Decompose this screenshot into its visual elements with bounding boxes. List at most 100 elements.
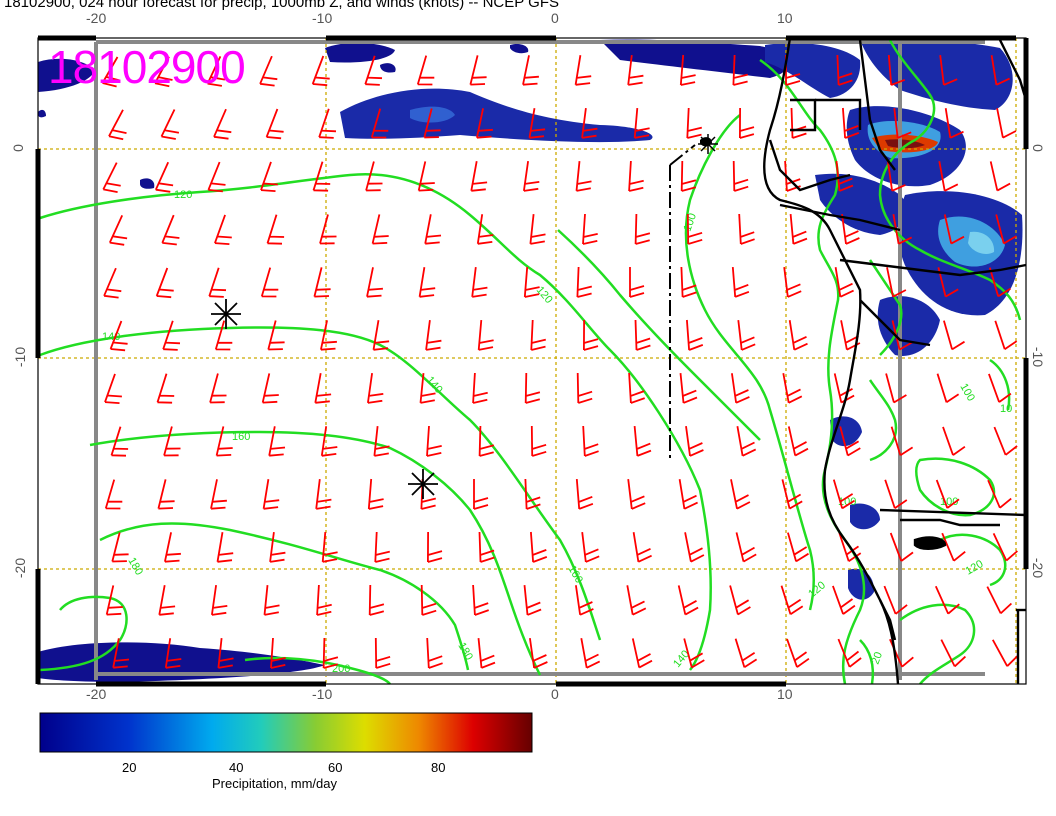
wind-barb <box>270 637 286 669</box>
height-contours <box>39 39 1022 685</box>
left-lat-label: -10 <box>12 346 29 368</box>
svg-text:100: 100 <box>682 212 700 233</box>
wind-barb <box>425 319 442 351</box>
colorbar-tick: 40 <box>229 760 244 775</box>
wind-barb <box>311 55 330 87</box>
colorbar-tick: 20 <box>122 760 137 775</box>
wind-barb <box>780 585 804 616</box>
wind-barb <box>680 266 697 298</box>
wind-barb <box>268 426 286 457</box>
wind-barb <box>214 214 232 245</box>
wind-barb <box>477 320 494 351</box>
top-lon-label: -10 <box>312 10 333 26</box>
wind-barb <box>523 585 542 616</box>
wind-barb <box>522 55 539 86</box>
svg-text:20: 20 <box>870 650 885 666</box>
wind-barb <box>320 426 338 457</box>
wind-barb <box>528 108 546 139</box>
wind-barb <box>988 373 1012 403</box>
wind-barb <box>213 108 232 140</box>
wind-barb <box>156 373 175 404</box>
wind-barb <box>686 107 703 139</box>
wind-barb <box>841 213 860 245</box>
wind-barb <box>530 531 548 563</box>
wind-barb <box>736 426 757 457</box>
wind-barb <box>374 637 391 669</box>
wind-barb <box>524 372 541 404</box>
wind-barb <box>265 108 284 140</box>
wind-barb <box>105 585 123 616</box>
wind-barb <box>318 108 337 139</box>
bottom-lon-label: 10 <box>777 686 793 702</box>
wind-barb <box>260 161 278 192</box>
wind-barb <box>373 426 390 457</box>
wind-barb <box>628 160 644 192</box>
wind-barb <box>575 479 594 510</box>
wind-barb <box>315 478 332 510</box>
wind-barb <box>942 426 966 456</box>
wind-barb <box>109 320 128 352</box>
wind-barb <box>685 425 704 457</box>
wind-barb <box>938 161 959 192</box>
wind-barb <box>154 56 173 88</box>
wind-barb <box>633 108 650 139</box>
wind-barb <box>470 161 488 192</box>
wind-barb <box>158 585 176 616</box>
svg-text:160: 160 <box>232 431 250 443</box>
wind-barb <box>934 585 960 615</box>
wind-barb <box>320 320 337 351</box>
wind-barb <box>478 425 495 457</box>
wind-barb <box>261 373 279 404</box>
wind-barb <box>530 319 547 351</box>
colorbar-title: Precipitation, mm/day <box>212 776 337 791</box>
wind-barb <box>313 267 331 298</box>
center-marker-small <box>698 134 718 154</box>
wind-barb <box>576 372 593 404</box>
top-lon-label: 10 <box>777 10 793 26</box>
wind-barb <box>887 54 906 86</box>
wind-barb <box>943 214 965 245</box>
wind-barb <box>209 373 227 404</box>
wind-barb <box>529 637 548 669</box>
colorbar <box>39 712 533 753</box>
colorbar-tick: 80 <box>431 760 446 775</box>
wind-barb <box>737 319 756 351</box>
wind-barb <box>839 426 861 457</box>
wind-barb <box>832 585 856 615</box>
wind-barb <box>104 479 123 510</box>
wind-barb <box>836 54 853 86</box>
wind-barb <box>424 214 442 245</box>
wind-barb <box>321 532 338 563</box>
wind-barb <box>104 373 122 404</box>
wind-barb <box>477 638 496 669</box>
wind-barb <box>739 107 755 139</box>
wind-barb <box>529 214 546 245</box>
wind-barb <box>680 160 697 192</box>
wind-barb <box>108 215 128 246</box>
wind-barb <box>575 161 592 192</box>
wind-barb <box>372 320 390 351</box>
svg-text:100: 100 <box>838 496 856 508</box>
wind-barb <box>101 56 121 88</box>
wind-barb <box>471 266 488 298</box>
wind-barb <box>207 161 226 193</box>
wind-barb <box>364 55 383 86</box>
wind-barb <box>366 267 383 298</box>
right-lat-label: -10 <box>1030 346 1047 368</box>
wind-barb <box>730 479 751 510</box>
wind-barb <box>627 54 644 86</box>
wind-barb <box>634 319 651 351</box>
wind-barb <box>154 161 174 193</box>
wind-barb <box>732 54 749 86</box>
wind-barb <box>629 267 645 298</box>
wind-barb <box>634 213 651 245</box>
wind-barb <box>842 107 860 139</box>
wind-barb <box>164 532 181 563</box>
wind-barb <box>993 426 1018 456</box>
wind-barb <box>734 638 758 669</box>
wind-barb <box>732 160 749 192</box>
wind-barb <box>416 55 435 86</box>
wind-barb <box>679 373 698 404</box>
wind-barb <box>215 426 233 457</box>
